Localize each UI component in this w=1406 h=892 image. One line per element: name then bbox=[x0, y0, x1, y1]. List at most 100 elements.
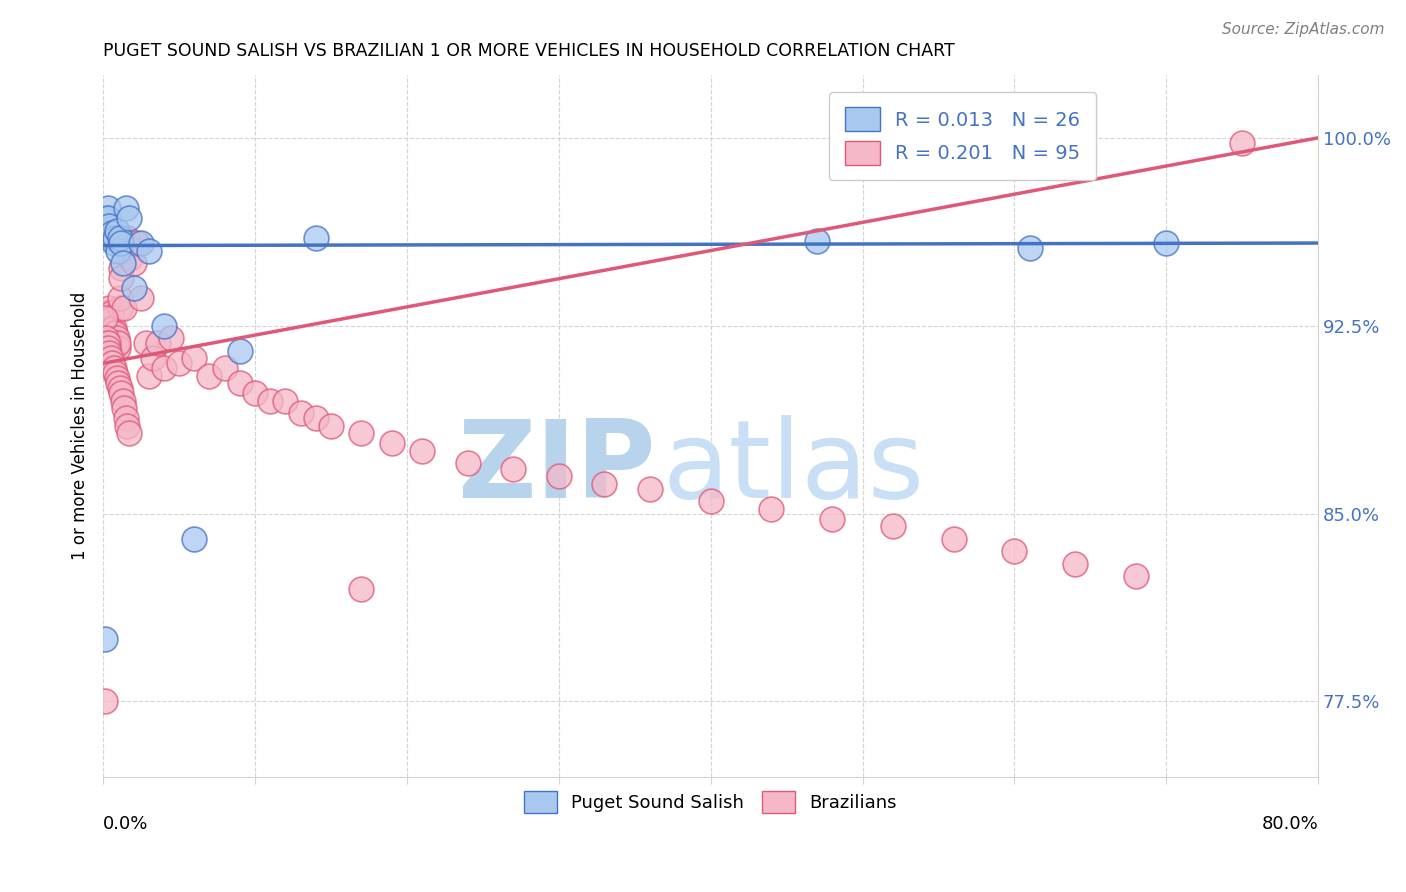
Point bbox=[96, 326, 118, 341]
Point bbox=[96, 331, 118, 345]
Point bbox=[117, 418, 139, 433]
Point bbox=[699, 494, 721, 508]
Point bbox=[183, 532, 205, 546]
Point bbox=[1154, 235, 1177, 250]
Point bbox=[108, 291, 131, 305]
Point bbox=[305, 231, 328, 245]
Point bbox=[117, 231, 139, 245]
Point bbox=[122, 281, 145, 295]
Point bbox=[942, 532, 965, 546]
Point bbox=[160, 331, 183, 345]
Point bbox=[135, 336, 157, 351]
Point bbox=[98, 346, 121, 360]
Point bbox=[274, 393, 297, 408]
Y-axis label: 1 or more Vehicles in Household: 1 or more Vehicles in Household bbox=[72, 292, 89, 560]
Point bbox=[97, 321, 120, 335]
Point bbox=[108, 231, 131, 245]
Point bbox=[96, 311, 118, 326]
Point bbox=[97, 316, 120, 330]
Point bbox=[107, 244, 129, 258]
Point bbox=[1002, 544, 1025, 558]
Point bbox=[93, 632, 115, 646]
Point bbox=[98, 336, 121, 351]
Point bbox=[104, 367, 127, 381]
Text: PUGET SOUND SALISH VS BRAZILIAN 1 OR MORE VEHICLES IN HOUSEHOLD CORRELATION CHAR: PUGET SOUND SALISH VS BRAZILIAN 1 OR MOR… bbox=[103, 42, 955, 60]
Point bbox=[381, 436, 404, 450]
Point bbox=[101, 226, 124, 240]
Text: Source: ZipAtlas.com: Source: ZipAtlas.com bbox=[1222, 22, 1385, 37]
Point bbox=[112, 401, 135, 416]
Point bbox=[103, 361, 125, 376]
Point bbox=[103, 235, 125, 250]
Point bbox=[110, 261, 132, 276]
Point bbox=[93, 694, 115, 708]
Point bbox=[105, 223, 128, 237]
Text: 0.0%: 0.0% bbox=[103, 815, 149, 833]
Point bbox=[153, 361, 176, 376]
Point bbox=[105, 331, 128, 345]
Point bbox=[122, 256, 145, 270]
Text: ZIP: ZIP bbox=[457, 415, 657, 521]
Point bbox=[103, 321, 125, 335]
Point bbox=[98, 311, 121, 326]
Point bbox=[153, 318, 176, 333]
Point bbox=[243, 386, 266, 401]
Point bbox=[108, 301, 131, 315]
Point bbox=[105, 371, 128, 385]
Point bbox=[411, 444, 433, 458]
Point bbox=[101, 321, 124, 335]
Point bbox=[97, 341, 120, 355]
Point bbox=[146, 336, 169, 351]
Point bbox=[112, 301, 135, 315]
Point bbox=[547, 469, 569, 483]
Point bbox=[138, 368, 160, 383]
Point bbox=[111, 231, 134, 245]
Point bbox=[107, 376, 129, 391]
Point bbox=[350, 582, 373, 596]
Point bbox=[97, 306, 120, 320]
Point bbox=[457, 457, 479, 471]
Point bbox=[107, 341, 129, 355]
Point bbox=[129, 291, 152, 305]
Point bbox=[96, 211, 118, 225]
Point bbox=[1064, 557, 1087, 571]
Point bbox=[97, 211, 120, 225]
Point bbox=[229, 376, 252, 391]
Point bbox=[806, 234, 828, 248]
Point bbox=[93, 321, 115, 335]
Point bbox=[229, 343, 252, 358]
Point bbox=[110, 386, 132, 401]
Point bbox=[120, 251, 142, 265]
Point bbox=[105, 336, 128, 351]
Point bbox=[104, 341, 127, 355]
Point bbox=[502, 461, 524, 475]
Point bbox=[125, 235, 148, 250]
Point bbox=[118, 426, 141, 441]
Point bbox=[98, 331, 121, 345]
Point bbox=[821, 511, 844, 525]
Point bbox=[129, 235, 152, 250]
Point bbox=[97, 336, 120, 351]
Point bbox=[115, 201, 138, 215]
Point bbox=[104, 336, 127, 351]
Point bbox=[142, 351, 165, 366]
Point bbox=[882, 519, 904, 533]
Point bbox=[259, 393, 281, 408]
Point bbox=[350, 426, 373, 441]
Point bbox=[1230, 136, 1253, 150]
Point bbox=[98, 219, 121, 233]
Point bbox=[108, 381, 131, 395]
Point bbox=[198, 368, 221, 383]
Point bbox=[100, 306, 122, 320]
Point bbox=[93, 306, 115, 320]
Point bbox=[111, 256, 134, 270]
Point bbox=[100, 321, 122, 335]
Point bbox=[103, 331, 125, 345]
Point bbox=[101, 311, 124, 326]
Point bbox=[93, 311, 115, 326]
Point bbox=[167, 356, 190, 370]
Point bbox=[98, 301, 121, 315]
Point bbox=[97, 311, 120, 326]
Point bbox=[1018, 241, 1040, 255]
Point bbox=[100, 231, 122, 245]
